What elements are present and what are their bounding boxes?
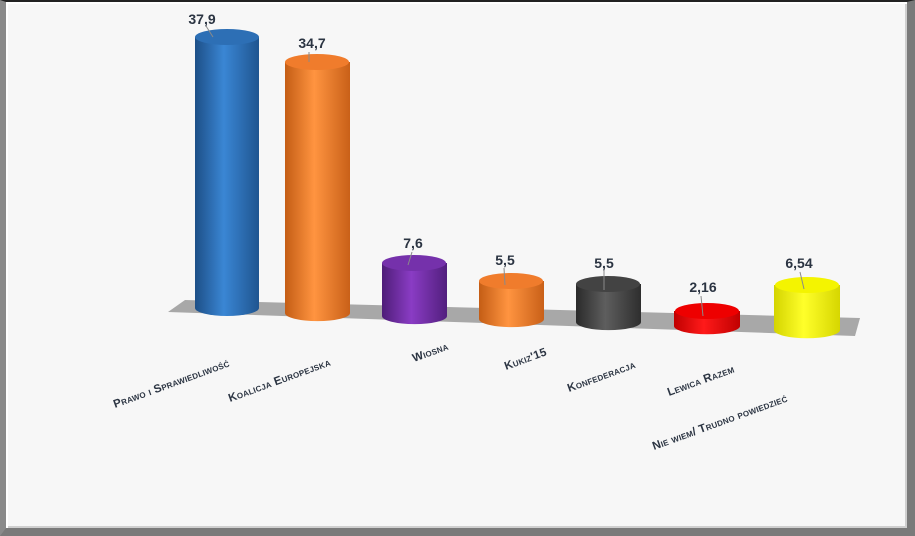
category-label: Nie wiem/ Trudno powiedzieć [651, 393, 789, 453]
bar-4: 5,5 [576, 255, 641, 331]
value-label: 7,6 [403, 235, 423, 251]
value-label: 5,5 [495, 252, 515, 268]
category-label: Lewica Razem [666, 363, 736, 398]
bar-0: 37,9 [188, 11, 259, 316]
category-label: Konfederacja [566, 359, 637, 395]
value-label: 37,9 [188, 11, 215, 27]
value-label: 34,7 [298, 35, 325, 51]
category-label: Prawo i Sprawiedliwość [112, 358, 231, 411]
category-label: Kukiz'15 [503, 346, 549, 372]
value-label: 5,5 [594, 255, 614, 271]
category-label: Koalicja Europejska [227, 357, 332, 405]
value-label: 6,54 [785, 255, 812, 271]
bar-3: 5,5 [479, 252, 544, 328]
bar-6: 6,54 [774, 255, 840, 339]
category-label: Wiosna [411, 341, 450, 365]
value-label: 2,16 [689, 279, 716, 295]
bar-2: 7,6 [382, 235, 447, 325]
bar-5: 2,16 [674, 279, 740, 335]
bar-1: 34,7 [285, 35, 350, 322]
